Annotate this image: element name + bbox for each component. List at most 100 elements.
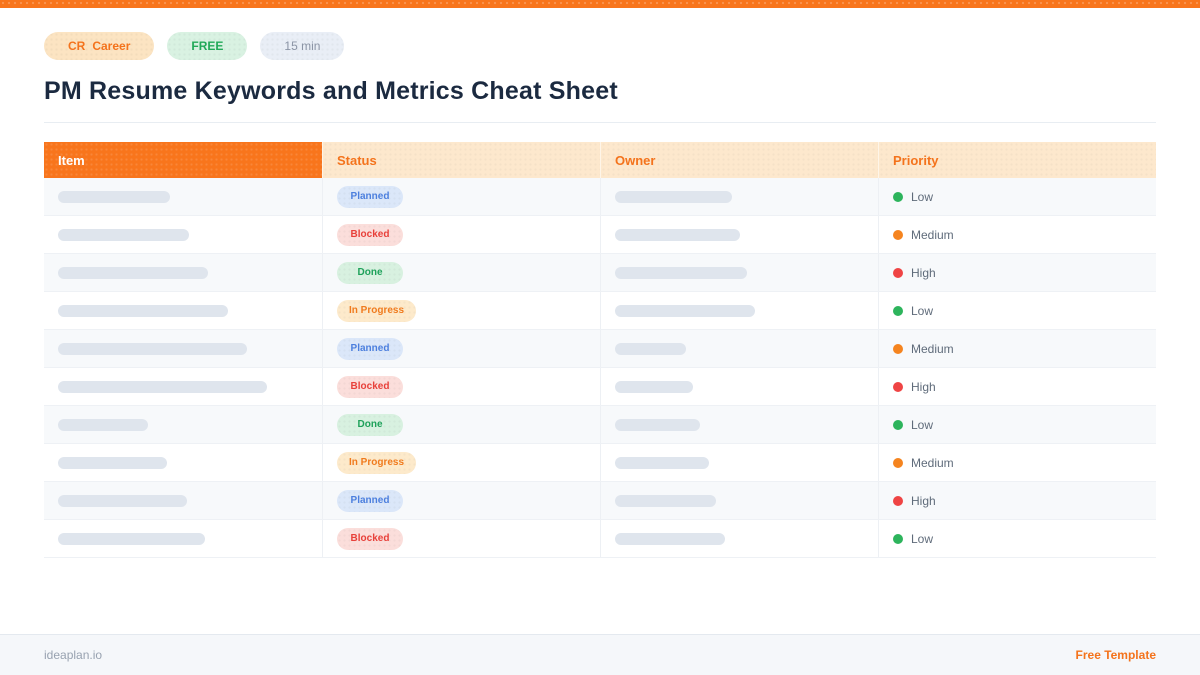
- free-template-label: Free Template: [1075, 648, 1156, 662]
- item-cell: [44, 482, 322, 519]
- owner-placeholder: [615, 342, 686, 355]
- priority-dot: [893, 343, 903, 354]
- owner-cell: [600, 444, 878, 481]
- priority-dot: [893, 495, 903, 506]
- owner-cell: [600, 520, 878, 557]
- table-row: In Progress Medium: [44, 444, 1156, 482]
- table-row: Planned Medium: [44, 330, 1156, 368]
- item-placeholder: [58, 266, 208, 279]
- owner-cell: [600, 406, 878, 443]
- owner-cell: [600, 368, 878, 405]
- item-placeholder: [58, 380, 267, 393]
- item-placeholder: [58, 456, 167, 469]
- owner-placeholder: [615, 494, 716, 507]
- top-accent-bar: [0, 0, 1200, 8]
- table-body: Planned Low Blocked Medium Done: [44, 178, 1156, 558]
- priority-dot: [893, 457, 903, 468]
- owner-placeholder: [615, 418, 700, 431]
- priority-label: Medium: [911, 341, 954, 356]
- owner-placeholder: [615, 532, 725, 545]
- status-badge: Done: [337, 413, 403, 436]
- owner-cell: [600, 216, 878, 253]
- status-badge: Blocked: [337, 527, 403, 550]
- title-divider: [44, 122, 1156, 123]
- table-row: Blocked Medium: [44, 216, 1156, 254]
- item-placeholder: [58, 418, 148, 431]
- status-cell: Done: [322, 254, 600, 291]
- column-header-priority: Priority: [878, 142, 1156, 178]
- item-cell: [44, 292, 322, 329]
- item-placeholder: [58, 532, 205, 545]
- cheat-sheet-table: Item Status Owner Priority Planned Low B…: [44, 142, 1156, 558]
- table-row: Blocked Low: [44, 520, 1156, 558]
- priority-cell: High: [878, 482, 1156, 519]
- priority-dot: [893, 533, 903, 544]
- priority-label: Low: [911, 531, 934, 546]
- status-cell: Done: [322, 406, 600, 443]
- item-placeholder: [58, 342, 247, 355]
- item-cell: [44, 520, 322, 557]
- item-cell: [44, 178, 322, 215]
- table-header-row: Item Status Owner Priority: [44, 142, 1156, 178]
- priority-label: Low: [911, 303, 934, 318]
- owner-placeholder: [615, 380, 693, 393]
- owner-placeholder: [615, 228, 740, 241]
- item-cell: [44, 444, 322, 481]
- item-placeholder: [58, 304, 228, 317]
- item-cell: [44, 368, 322, 405]
- status-cell: In Progress: [322, 292, 600, 329]
- brand-badge-label: Career: [92, 39, 131, 53]
- column-header-item: Item: [44, 142, 322, 178]
- status-badge: Done: [337, 261, 403, 284]
- priority-cell: Medium: [878, 216, 1156, 253]
- table-row: Blocked High: [44, 368, 1156, 406]
- item-placeholder: [58, 494, 187, 507]
- priority-cell: Low: [878, 178, 1156, 215]
- status-badge: Planned: [337, 489, 403, 512]
- priority-cell: High: [878, 368, 1156, 405]
- status-cell: Planned: [322, 482, 600, 519]
- priority-cell: Medium: [878, 330, 1156, 367]
- owner-cell: [600, 330, 878, 367]
- item-cell: [44, 330, 322, 367]
- item-placeholder: [58, 190, 170, 203]
- priority-label: Low: [911, 417, 934, 432]
- page-content: CR Career FREE 15 min PM Resume Keywords…: [0, 8, 1200, 558]
- page-title: PM Resume Keywords and Metrics Cheat She…: [44, 77, 618, 105]
- status-badge: Blocked: [337, 375, 403, 398]
- status-badge: In Progress: [337, 451, 417, 474]
- priority-label: Medium: [911, 455, 954, 470]
- status-badge: Planned: [337, 337, 403, 360]
- priority-cell: Medium: [878, 444, 1156, 481]
- table-row: In Progress Low: [44, 292, 1156, 330]
- duration-badge: 15 min: [260, 32, 345, 60]
- priority-dot: [893, 381, 903, 392]
- item-cell: [44, 254, 322, 291]
- status-cell: In Progress: [322, 444, 600, 481]
- owner-cell: [600, 482, 878, 519]
- badge-row: CR Career FREE 15 min: [44, 32, 1156, 60]
- footer-site-label: ideaplan.io: [44, 648, 103, 662]
- priority-dot: [893, 419, 903, 430]
- owner-placeholder: [615, 190, 732, 203]
- priority-cell: Low: [878, 520, 1156, 557]
- item-cell: [44, 216, 322, 253]
- priority-label: High: [911, 493, 936, 508]
- priority-dot: [893, 267, 903, 278]
- owner-cell: [600, 254, 878, 291]
- status-badge: Planned: [337, 185, 403, 208]
- priority-cell: Low: [878, 292, 1156, 329]
- status-cell: Planned: [322, 330, 600, 367]
- column-header-owner: Owner: [600, 142, 878, 178]
- table-row: Done High: [44, 254, 1156, 292]
- status-cell: Blocked: [322, 520, 600, 557]
- brand-badge-prefix: CR: [68, 39, 86, 53]
- priority-cell: High: [878, 254, 1156, 291]
- item-placeholder: [58, 228, 189, 241]
- priority-label: High: [911, 265, 936, 280]
- priority-cell: Low: [878, 406, 1156, 443]
- status-cell: Blocked: [322, 368, 600, 405]
- brand-badge: CR Career: [44, 32, 155, 60]
- priority-label: High: [911, 379, 936, 394]
- free-badge: FREE: [167, 32, 248, 60]
